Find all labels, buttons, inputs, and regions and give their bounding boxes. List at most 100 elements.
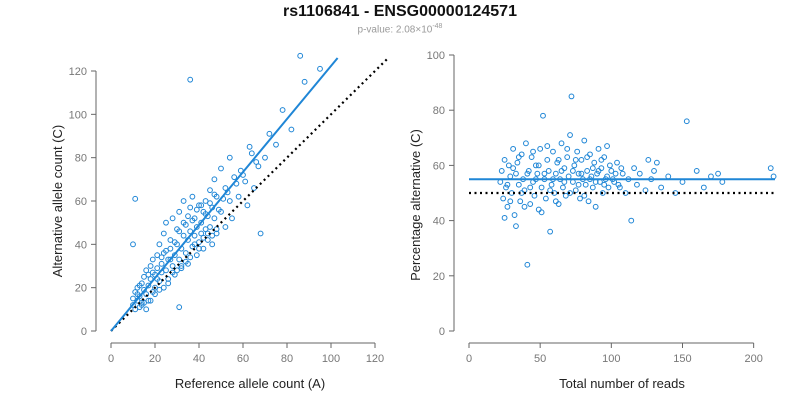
right-data-point [545, 168, 552, 174]
left-y-tick-label: 20 [75, 283, 87, 295]
left-data-point [130, 302, 136, 308]
left-x-tick-label: 0 [108, 353, 114, 365]
left-data-point [317, 65, 323, 72]
right-data-point [567, 132, 573, 138]
left-y-tick-label: 100 [69, 109, 87, 121]
left-data-point [143, 291, 150, 298]
left-data-point [255, 163, 262, 170]
left-data-point [152, 291, 158, 298]
right-data-points [497, 93, 777, 268]
left-data-point [222, 185, 229, 191]
right-data-point [577, 195, 583, 202]
right-data-point [619, 170, 626, 177]
right-x-tick-label: 150 [673, 353, 691, 365]
right-data-point [498, 168, 505, 174]
right-data-point [594, 170, 600, 177]
left-data-point [156, 286, 163, 293]
left-x-axis: 0 20 40 60 80 100 120 [108, 342, 384, 365]
left-data-point [145, 282, 152, 289]
right-data-point [658, 184, 665, 191]
left-data-point [167, 256, 174, 263]
right-data-point [598, 156, 605, 163]
left-data-point [257, 230, 264, 237]
left-data-point [198, 219, 205, 226]
right-data-point [518, 151, 525, 158]
right-scatter-plot: 0 20 40 60 80 100 0 50 100 150 200 Total number of … [408, 50, 777, 391]
right-data-point [500, 195, 507, 202]
left-data-point [134, 291, 141, 298]
right-data-point [700, 184, 707, 191]
right-y-tick-label: 40 [433, 216, 445, 228]
left-data-point [297, 52, 304, 59]
left-data-point [226, 154, 233, 161]
left-data-point [193, 252, 200, 259]
left-data-point [152, 284, 158, 291]
left-data-point [145, 271, 152, 278]
left-x-tick-label: 120 [366, 353, 384, 365]
right-data-point [523, 140, 529, 147]
right-y-tick-label: 0 [439, 326, 445, 338]
right-data-point [538, 184, 545, 191]
right-data-point [589, 184, 596, 191]
right-data-point [581, 137, 588, 144]
right-data-point [575, 170, 582, 177]
right-data-point [513, 223, 519, 230]
left-data-point [244, 202, 251, 209]
right-data-point [531, 192, 538, 199]
right-data-point [595, 168, 602, 174]
right-data-point [616, 184, 623, 191]
left-data-point [189, 193, 196, 200]
right-data-point [679, 179, 686, 185]
left-data-point [130, 295, 136, 302]
left-data-point [202, 198, 209, 204]
left-data-point [218, 165, 224, 172]
right-data-point [528, 154, 535, 161]
right-data-point [569, 179, 576, 185]
left-data-point [215, 206, 222, 213]
left-data-point [248, 150, 255, 157]
right-data-point [524, 170, 531, 177]
left-data-point [178, 265, 185, 272]
left-x-axis-label: Reference allele count (A) [175, 376, 325, 391]
left-y-tick-label: 0 [81, 326, 87, 338]
left-data-point [176, 208, 183, 215]
left-data-point [156, 241, 163, 248]
left-data-point [180, 219, 187, 226]
left-data-point [130, 241, 136, 248]
right-data-point [510, 165, 517, 172]
right-data-point [555, 201, 562, 207]
right-data-point [535, 206, 542, 213]
right-data-point [530, 148, 536, 155]
left-data-point [187, 204, 194, 211]
left-x-tick-label: 80 [281, 353, 293, 365]
right-data-point [607, 162, 613, 169]
right-x-axis-label: Total number of reads [559, 376, 685, 391]
right-data-point [558, 140, 565, 147]
right-data-point [560, 184, 566, 191]
right-data-point [599, 190, 606, 196]
right-data-point [554, 159, 561, 166]
left-data-point [163, 247, 169, 254]
left-data-point [163, 267, 169, 274]
left-data-point [191, 241, 198, 248]
left-data-point [235, 193, 242, 200]
right-data-point [601, 154, 608, 161]
p-value-mantissa: 2.08 [395, 24, 416, 36]
p-value-label: p-value: [357, 24, 394, 36]
right-data-point [770, 173, 777, 180]
right-data-point [547, 187, 554, 194]
right-data-point [530, 179, 536, 185]
right-data-point [569, 168, 576, 174]
left-data-point [185, 213, 191, 220]
left-data-point [165, 280, 172, 287]
left-data-point [279, 107, 286, 113]
right-data-point [525, 168, 532, 174]
right-data-point [595, 145, 602, 152]
right-data-point [715, 170, 721, 177]
left-data-point [158, 254, 165, 261]
left-y-tick-label: 80 [75, 153, 87, 165]
right-data-point [538, 209, 545, 216]
left-data-point [209, 241, 216, 248]
left-data-point [242, 178, 249, 185]
left-data-point [288, 126, 295, 133]
